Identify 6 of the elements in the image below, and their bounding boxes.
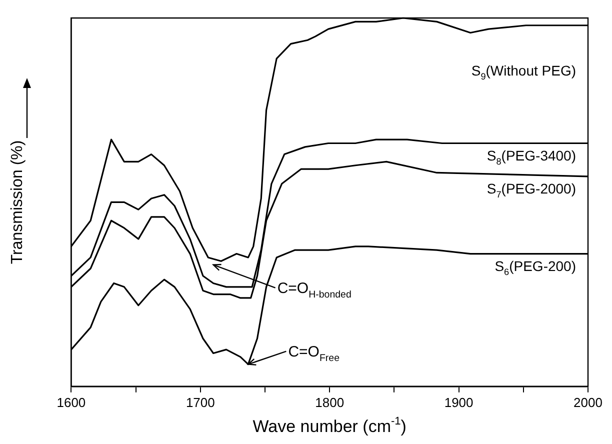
x-tick-label: 1700: [186, 394, 215, 410]
x-tick-label: 1900: [444, 394, 474, 410]
x-tick-label: 1800: [315, 394, 344, 410]
x-tick-label: 2000: [574, 394, 602, 410]
y-axis-title: Transmission (%): [9, 140, 26, 264]
x-tick-label: 1600: [56, 394, 86, 410]
